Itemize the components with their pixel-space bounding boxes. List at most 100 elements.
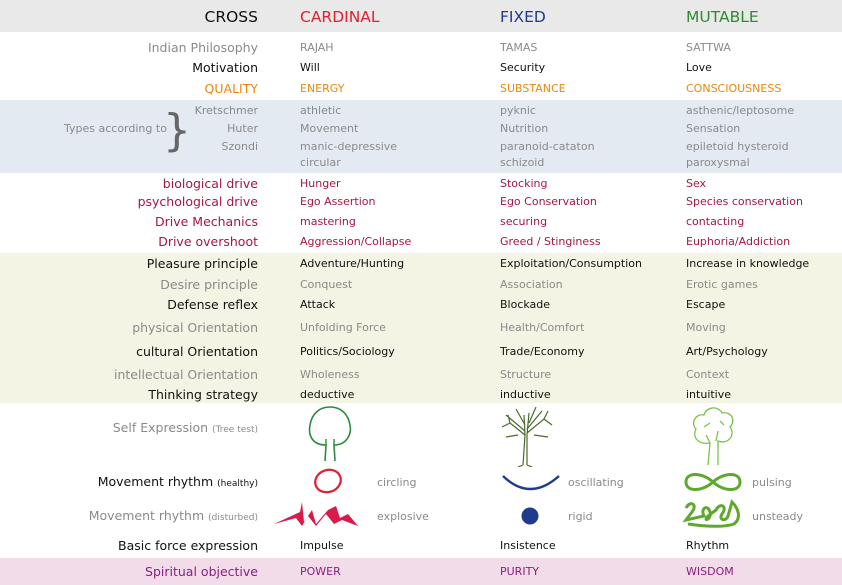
cell-cardinal: manic-depressive bbox=[300, 140, 398, 153]
spiritual-band bbox=[0, 558, 842, 585]
header-fixed: FIXED bbox=[500, 8, 546, 26]
cell-cardinal: Ego Assertion bbox=[300, 195, 376, 208]
row-label: physical Orientation bbox=[132, 321, 258, 335]
types-band bbox=[0, 100, 842, 173]
cell-cardinal: mastering bbox=[300, 215, 356, 228]
cell-cardinal: Politics/Sociology bbox=[300, 345, 395, 358]
row-label: Drive overshoot bbox=[158, 235, 258, 249]
pulsing-icon bbox=[684, 473, 742, 491]
row-label-text: Basic force expression bbox=[118, 538, 258, 553]
unsteady-icon bbox=[682, 499, 740, 528]
cell-fixed: Stocking bbox=[500, 177, 548, 190]
cell-mutable: Rhythm bbox=[686, 539, 730, 552]
row-label-text: intellectual Orientation bbox=[114, 367, 258, 382]
header-mutable: MUTABLE bbox=[686, 8, 759, 26]
cell-fixed: oscillating bbox=[568, 476, 624, 489]
header-band bbox=[0, 0, 842, 32]
header-cross: CROSS bbox=[204, 8, 258, 26]
circling-icon bbox=[314, 468, 342, 494]
row-label-text: Drive Mechanics bbox=[154, 214, 258, 229]
row-label-text: Defense reflex bbox=[167, 297, 258, 312]
row-label-text: Pleasure principle bbox=[146, 256, 258, 271]
cell-fixed: Association bbox=[500, 278, 563, 291]
cell-cardinal: Impulse bbox=[300, 539, 344, 552]
row-label: QUALITY bbox=[205, 82, 258, 96]
cell-mutable: Moving bbox=[686, 321, 726, 334]
row-label: Szondi bbox=[222, 140, 259, 154]
cell-fixed: rigid bbox=[568, 510, 593, 523]
cell-mutable: Species conservation bbox=[686, 195, 803, 208]
row-label: cultural Orientation bbox=[136, 345, 258, 359]
row-label-text: Huter bbox=[227, 122, 258, 135]
row-label-text: Self Expression bbox=[112, 420, 209, 435]
cell-fixed: TAMAS bbox=[500, 41, 538, 54]
cell-fixed: Greed / Stinginess bbox=[500, 235, 601, 248]
tree-simple-icon bbox=[308, 406, 352, 462]
cell-cardinal: circling bbox=[377, 476, 417, 489]
row-label: Defense reflex bbox=[167, 298, 258, 312]
cell-mutable: SATTWA bbox=[686, 41, 731, 54]
explosive-icon bbox=[274, 502, 358, 526]
cell-cardinal: Aggression/Collapse bbox=[300, 235, 412, 248]
row-label-text: Drive overshoot bbox=[158, 234, 258, 249]
cell-mutable: Art/Psychology bbox=[686, 345, 768, 358]
cell-cardinal: Conquest bbox=[300, 278, 353, 291]
cell-cardinal: circular bbox=[300, 156, 341, 169]
row-label: psychological drive bbox=[138, 195, 258, 209]
cell-mutable: unsteady bbox=[752, 510, 803, 523]
row-label: Self Expression (Tree test) bbox=[113, 421, 258, 437]
cell-mutable: intuitive bbox=[686, 388, 732, 401]
row-label: Desire principle bbox=[160, 278, 258, 292]
cell-fixed: paranoid-cataton bbox=[500, 140, 595, 153]
rigid-icon bbox=[521, 507, 539, 525]
cell-fixed: Exploitation/Consumption bbox=[500, 257, 642, 270]
cell-cardinal: ENERGY bbox=[300, 82, 345, 95]
cell-fixed: PURITY bbox=[500, 565, 540, 578]
row-label-text: Movement rhythm bbox=[97, 474, 214, 489]
row-label: Movement rhythm (healthy) bbox=[98, 475, 258, 491]
cell-fixed: Health/Comfort bbox=[500, 321, 585, 334]
cell-fixed: Security bbox=[500, 61, 546, 74]
row-label: Spiritual objective bbox=[145, 565, 258, 579]
cell-cardinal: Adventure/Hunting bbox=[300, 257, 405, 270]
row-label-text: Motivation bbox=[192, 60, 258, 75]
cell-mutable: epiletoid hysteroid bbox=[686, 140, 789, 153]
cell-mutable: WISDOM bbox=[686, 565, 734, 578]
row-label-text: biological drive bbox=[162, 176, 258, 191]
row-label-text: Movement rhythm bbox=[88, 508, 205, 523]
row-label-text: Kretschmer bbox=[194, 104, 258, 117]
cell-cardinal: athletic bbox=[300, 104, 342, 117]
row-label-text: Indian Philosophy bbox=[147, 40, 258, 55]
row-label: Pleasure principle bbox=[147, 257, 258, 271]
cell-fixed: schizoid bbox=[500, 156, 545, 169]
tree-leafy-icon bbox=[692, 407, 734, 466]
cell-mutable: Context bbox=[686, 368, 730, 381]
row-label: Thinking strategy bbox=[148, 388, 258, 402]
cell-mutable: Euphoria/Addiction bbox=[686, 235, 791, 248]
cell-cardinal: POWER bbox=[300, 565, 341, 578]
cell-fixed: Insistence bbox=[500, 539, 556, 552]
cell-mutable: Sensation bbox=[686, 122, 741, 135]
row-label-text: QUALITY bbox=[204, 81, 258, 96]
cell-mutable: pulsing bbox=[752, 476, 792, 489]
row-label: Drive Mechanics bbox=[155, 215, 258, 229]
row-label-text: Spiritual objective bbox=[145, 564, 258, 579]
cell-cardinal: Attack bbox=[300, 298, 336, 311]
row-label-note: (disturbed) bbox=[208, 513, 258, 523]
cell-fixed: pyknic bbox=[500, 104, 536, 117]
row-label: Indian Philosophy bbox=[148, 41, 258, 55]
cell-mutable: Escape bbox=[686, 298, 726, 311]
cell-mutable: contacting bbox=[686, 215, 745, 228]
cell-cardinal: Movement bbox=[300, 122, 359, 135]
row-label: Huter bbox=[227, 122, 258, 136]
row-label-note: (healthy) bbox=[217, 479, 258, 489]
oscillating-icon bbox=[502, 475, 560, 491]
cell-mutable: Love bbox=[686, 61, 712, 74]
cell-fixed: Ego Conservation bbox=[500, 195, 597, 208]
row-label-text: physical Orientation bbox=[132, 320, 258, 335]
row-label-text: psychological drive bbox=[137, 194, 258, 209]
cell-cardinal: RAJAH bbox=[300, 41, 334, 54]
cell-fixed: inductive bbox=[500, 388, 551, 401]
cell-mutable: Sex bbox=[686, 177, 707, 190]
row-label-note: (Tree test) bbox=[212, 425, 258, 435]
